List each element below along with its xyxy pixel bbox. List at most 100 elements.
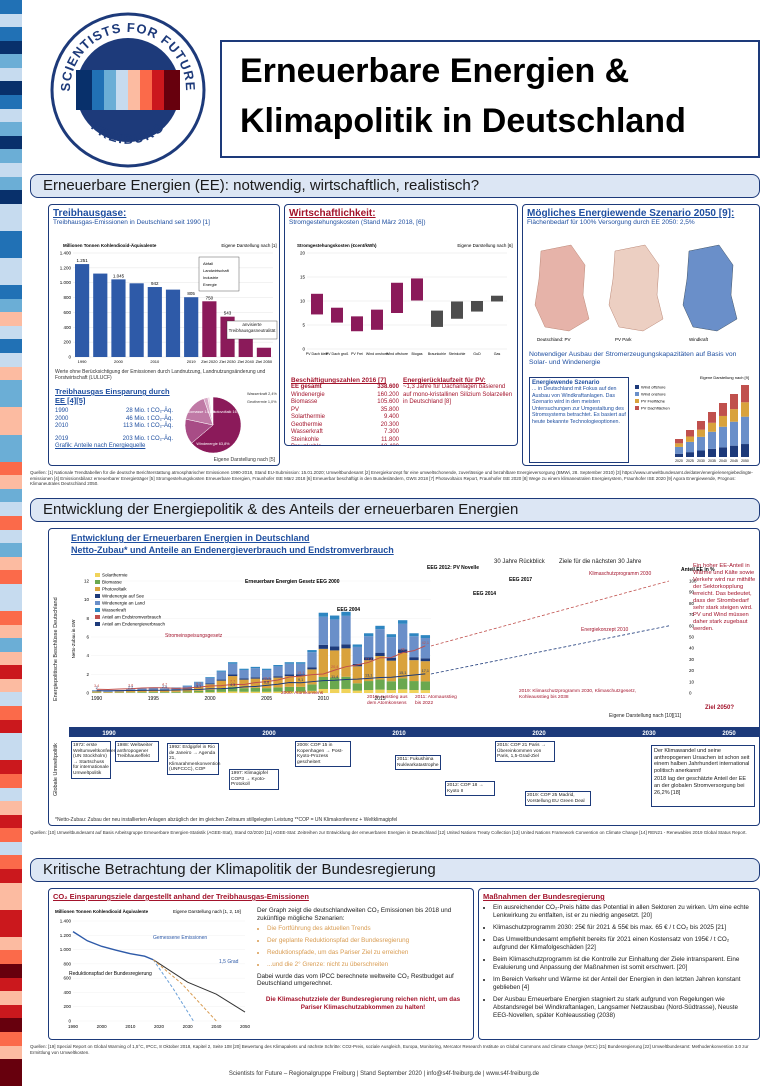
map-label-2: PV Park <box>615 337 632 342</box>
jobs-list: EE gesamt 338.600 Windenergie 160.200 Biomas… <box>291 384 399 445</box>
dev-bar-segment <box>307 669 317 685</box>
event-de: 2000: Atomkonsens <box>281 691 324 696</box>
stripe-band <box>0 583 22 598</box>
title-line-1: Erneuerbare Energien & <box>240 52 630 90</box>
dev-share-electricity-label: 5,2 <box>196 682 201 686</box>
stripe-band <box>0 217 22 231</box>
dev-bar-segment <box>205 683 215 685</box>
capacity-bar-segment <box>697 421 705 430</box>
dev-share-final-energy-label: 9,1 <box>298 678 303 682</box>
event-global: 1988: Weltweiter anthropogener Treibhaus… <box>115 741 159 762</box>
stripe-band <box>0 964 22 978</box>
dev-bar-segment <box>239 678 249 680</box>
dev-bar-segment <box>398 652 408 679</box>
dev-bar-segment <box>307 650 317 653</box>
dev-bar-segment <box>330 619 340 647</box>
co2-curve-15: 1,5 Grad <box>219 959 239 965</box>
dev-bar-segment <box>194 686 204 687</box>
reduction-row: 2019 203 Mio. t CO₂-Äq. <box>55 436 173 444</box>
dev-bar-segment <box>420 661 430 682</box>
capacity-bar-segment <box>675 453 683 457</box>
lcoe-x-tick: PV Dach klein <box>306 352 329 356</box>
stripe-band <box>0 665 22 679</box>
dev-bar-segment <box>409 633 419 637</box>
dev-y-tick: 8 <box>86 616 89 621</box>
co2-y-tick: 0 <box>68 1019 71 1024</box>
dev-y2-tick: 20 <box>689 668 695 673</box>
payback-title: Energierücklaufzeit für PV: <box>403 377 486 384</box>
dev-bar-segment <box>262 691 272 693</box>
dev-bar-segment <box>250 687 260 692</box>
stripe-band <box>0 529 22 544</box>
climate-stripes <box>0 0 22 1086</box>
logo-stripe <box>76 70 80 110</box>
dev-share-electricity-label: 7,7 <box>230 679 235 683</box>
logo-stripe <box>120 70 124 110</box>
stripe-band <box>0 298 22 313</box>
stripe-band <box>0 27 22 41</box>
dev-y2-tick: 0 <box>689 691 692 696</box>
pie-label: Biomasse 14,6% <box>187 410 216 414</box>
capacity-bar-segment <box>741 444 749 457</box>
dev-bar-segment <box>330 677 340 690</box>
scenario-title: Mögliches Energiewende Szenario 2050 [9]… <box>527 208 735 219</box>
outlook-label: Ziele für die nächsten 30 Jahre <box>559 559 642 565</box>
stripe-band <box>0 312 22 326</box>
dev-y2-tick: 10 <box>689 679 695 684</box>
co2-targets-panel: CO₂ Einsparungsziele dargestellt anhand … <box>48 888 474 1040</box>
dev-bar-segment <box>239 691 249 693</box>
jobs-row: Braunkohle 18.400 <box>291 444 399 445</box>
dev-bar-segment <box>375 629 385 653</box>
reduction-year: 2019 <box>55 435 69 442</box>
ghg-y-tick: 1.400 <box>60 251 72 256</box>
co2-path-chart: Millionen Tonnen Kohlendioxid Äquivalent… <box>55 908 251 1029</box>
stripe-band <box>0 380 22 394</box>
lcoe-y-tick: 15 <box>300 275 306 280</box>
dev-bar-segment <box>228 691 238 693</box>
co2-y-tick: 1.000 <box>60 947 72 952</box>
jobs-row: Solarthermie 9.400 <box>291 414 399 422</box>
measure-item: Beim Klimaschutzprogramm ist die Kontrol… <box>493 956 755 972</box>
co2-measured-line <box>72 931 154 961</box>
dev-bar-segment <box>194 681 204 683</box>
stripe-band <box>0 991 22 1005</box>
lcoe-chart-source: Eigene Darstellung nach [6] <box>457 243 512 248</box>
capacity-bar-segment <box>675 446 683 454</box>
reduction-title: Treibhausgas Einsparung durch EE [4][5] <box>55 387 170 405</box>
annot-ek2010: Energiekonzept 2010 <box>581 627 628 633</box>
dev-bar-segment <box>330 646 340 651</box>
dev-bar-segment <box>250 677 260 679</box>
jobs-row: Windenergie 160.200 <box>291 392 399 400</box>
dev-share-electricity-label: 10,2 <box>263 677 270 681</box>
capacity-x-tick: 2045 <box>730 459 738 463</box>
capacity-bar-segment <box>686 430 694 437</box>
stripe-band <box>0 190 22 204</box>
stripe-band <box>0 638 22 652</box>
pie-label: Wasserkraft 2,4% <box>247 392 277 396</box>
scenario-text-title: Energiewende Szenario <box>532 380 600 386</box>
co2-x-tick: 2000 <box>97 1024 108 1029</box>
reduction-year: 1990 <box>55 408 69 414</box>
dev-bar-segment <box>137 692 147 693</box>
dev-bar-segment <box>296 662 306 664</box>
dev-legend-swatch <box>95 580 100 584</box>
stripe-band <box>0 977 22 992</box>
dev-legend-label: Solarthermie <box>102 573 128 578</box>
dev-bar-segment <box>420 658 430 662</box>
dev-share-final-energy-label: 3,1 <box>196 685 201 689</box>
stripe-band <box>0 651 22 666</box>
event-global: 2019: COP 25 Madrid, Vorstellung EU Gree… <box>525 791 591 807</box>
stripe-band <box>0 1059 22 1073</box>
dev-bar-segment <box>103 691 113 692</box>
stripe-band <box>0 719 22 734</box>
dev-bar-segment <box>307 684 317 691</box>
s4f-logo: SCIENTISTS FOR FUTURE FREIBURG <box>48 10 208 170</box>
dev-y2-tick: 80 <box>689 601 695 606</box>
co2-scenario-item: ...und die 2° Grenze: nicht zu überschre… <box>267 961 469 969</box>
dev-bar-segment <box>262 679 272 689</box>
co2-x-tick: 2030 <box>183 1024 194 1029</box>
dev-x-tick: 2015 <box>374 696 385 702</box>
dev-y2-tick: 90 <box>689 590 695 595</box>
stripe-band <box>0 950 22 965</box>
dev-share-final-energy-label: 13,1 <box>365 673 372 677</box>
